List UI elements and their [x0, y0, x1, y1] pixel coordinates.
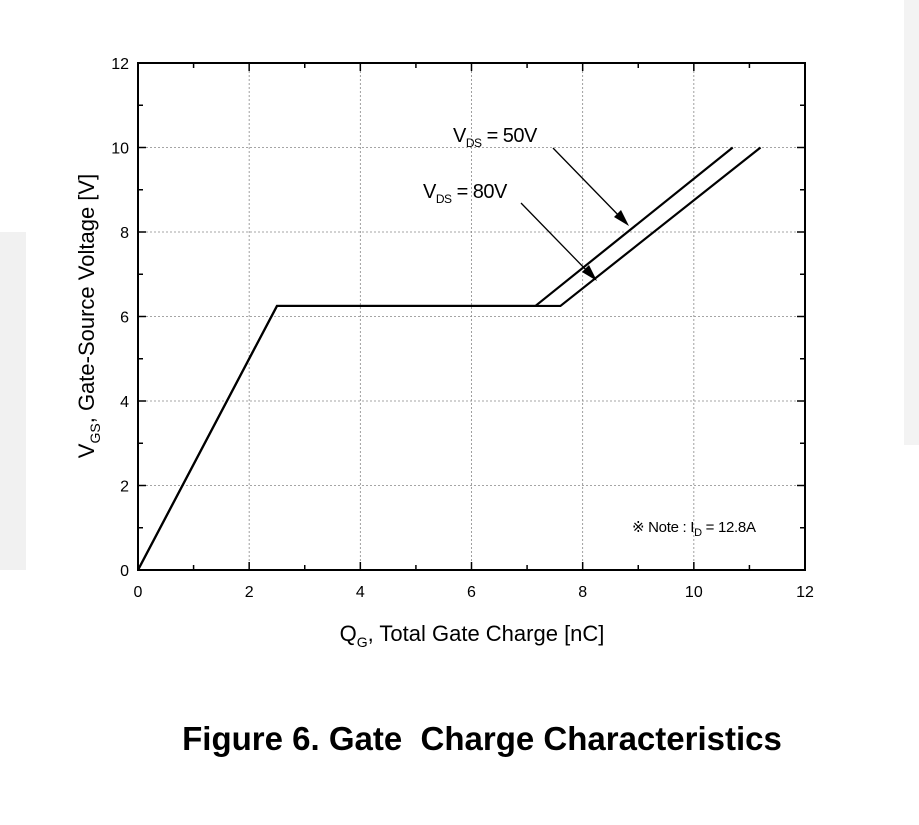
note-drain-current: ※ Note : ID = 12.8A: [632, 519, 756, 539]
y-tick-label: 12: [111, 56, 129, 73]
right-edge-strip: [904, 0, 919, 445]
y-tick-label: 6: [120, 310, 129, 327]
x-tick-label: 12: [796, 584, 814, 601]
y-tick-label: 10: [111, 141, 129, 158]
x-tick-label: 4: [356, 584, 365, 601]
x-axis-title: QG, Total Gate Charge [nC]: [340, 621, 605, 650]
y-tick-label: 2: [120, 479, 129, 496]
ticks-layer: 0 2 4 6 8 10 12 0 2 4 6 8 10 12: [111, 56, 814, 601]
figure-caption: Figure 6. Gate Charge Characteristics: [182, 720, 782, 757]
grid-layer: [138, 63, 805, 570]
x-tick-label: 10: [685, 584, 703, 601]
y-tick-label: 0: [120, 563, 129, 580]
series-line-vds-50v: [137, 146, 734, 571]
y-tick-label: 4: [120, 394, 129, 411]
gate-charge-chart: 0 2 4 6 8 10 12 0 2 4 6 8 10 12 VGS, Gate-Source Volt…: [74, 56, 814, 650]
arrow-vds-80v: [520, 202, 597, 281]
x-tick-label: 0: [134, 584, 143, 601]
y-axis-title: VGS, Gate-Source Voltage [V]: [74, 174, 103, 458]
left-edge-strip: [0, 232, 26, 570]
series-layer: [137, 146, 762, 571]
annotation-vds-80v: VDS = 80V: [423, 181, 508, 206]
annotation-vds-50v: VDS = 50V: [453, 125, 538, 150]
arrow-vds-50v: [552, 147, 629, 226]
x-tick-label: 2: [245, 584, 254, 601]
x-tick-label: 6: [467, 584, 476, 601]
y-tick-label: 8: [120, 225, 129, 242]
x-tick-label: 8: [578, 584, 587, 601]
series-line-vds-80v: [137, 146, 762, 571]
